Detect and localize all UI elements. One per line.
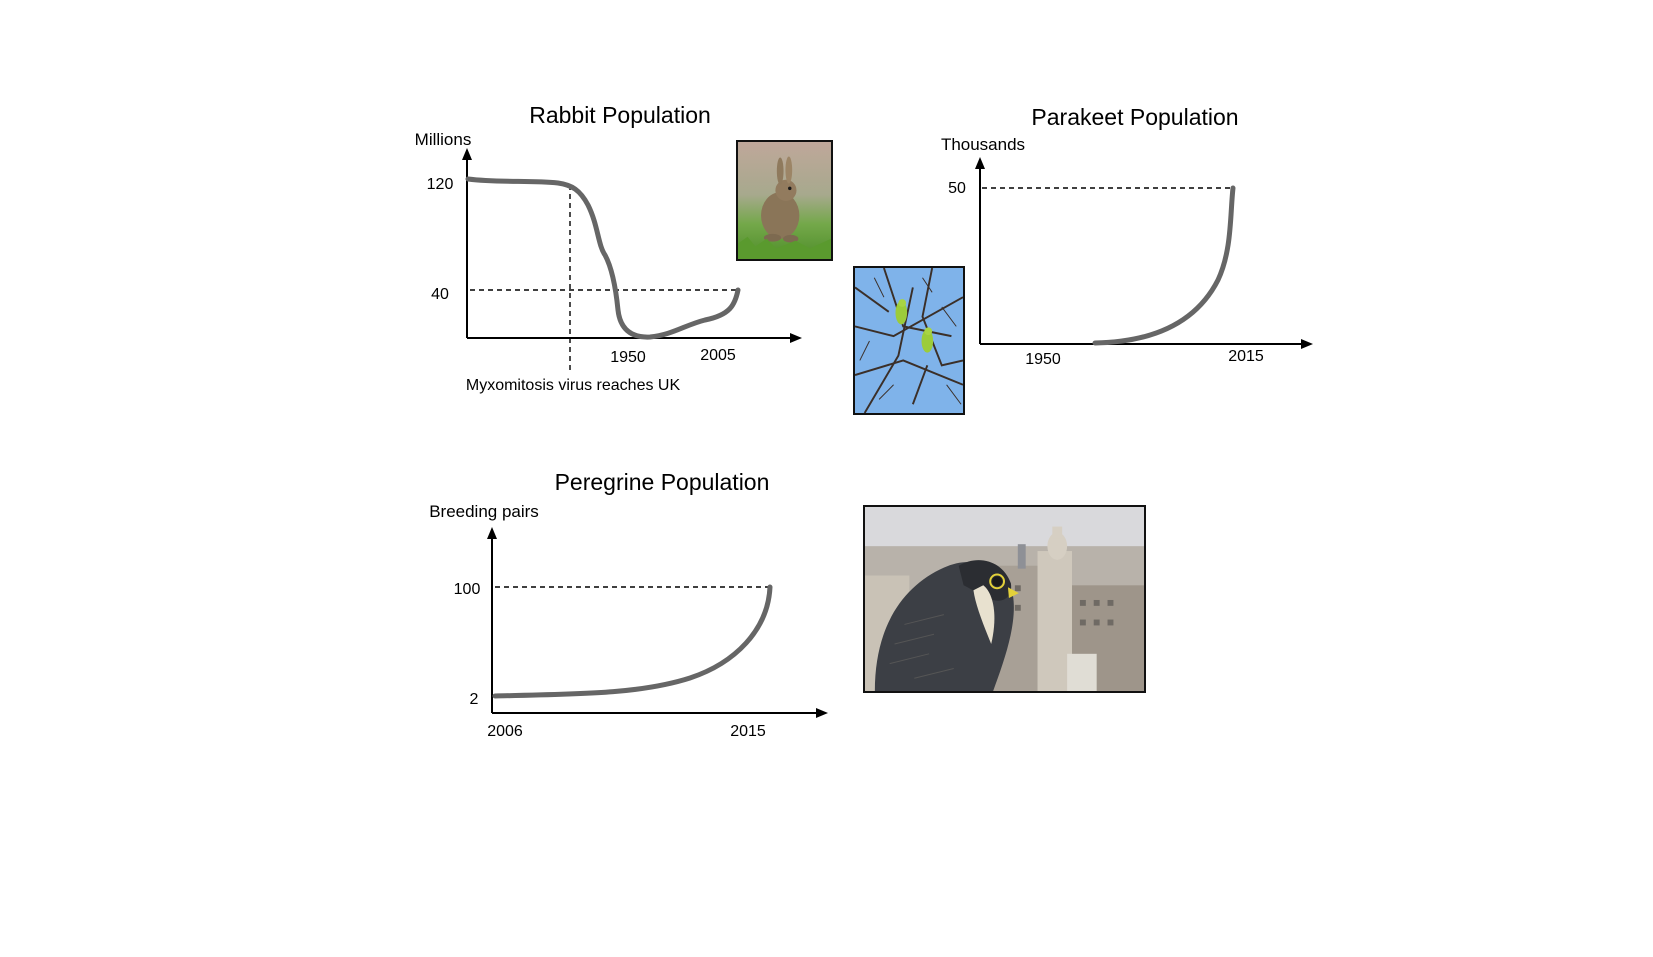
peregrine-y-tick-2: 2 — [470, 691, 479, 708]
rabbit-population-line — [465, 176, 741, 340]
peregrine-x-tick-2015: 2015 — [730, 723, 766, 740]
peregrine-falcon-photo — [863, 505, 1146, 693]
parakeet-y-axis-label: Thousands — [941, 135, 1025, 154]
peregrine-chart-title: Peregrine Population — [555, 469, 770, 495]
parakeet-x-tick-1950: 1950 — [1025, 351, 1061, 368]
parakeet-x-tick-2015: 2015 — [1228, 348, 1264, 365]
rabbit-y-axis-label: Millions — [415, 130, 472, 149]
rabbit-y-tick-40: 40 — [431, 286, 449, 303]
rabbit-x-tick-2005: 2005 — [700, 347, 736, 364]
parakeet-y-tick-50: 50 — [948, 180, 966, 197]
peregrine-y-axis-label: Breeding pairs — [429, 502, 539, 521]
parakeet-x-axis-arrow — [1301, 339, 1313, 349]
rabbit-chart-title: Rabbit Population — [529, 102, 711, 128]
peregrine-x-axis-arrow — [816, 708, 828, 718]
peregrine-y-tick-100: 100 — [454, 581, 481, 598]
parakeet-y-axis-arrow — [975, 157, 985, 169]
peregrine-population-line — [492, 584, 773, 699]
parakeet-chart-title: Parakeet Population — [1031, 104, 1238, 130]
peregrine-y-axis-arrow — [487, 527, 497, 539]
rabbit-annotation: Myxomitosis virus reaches UK — [466, 377, 681, 394]
rabbit-y-tick-120: 120 — [427, 176, 454, 193]
parakeet-population-line — [1092, 185, 1236, 346]
rabbit-photo — [736, 140, 833, 261]
rabbit-y-axis-arrow — [462, 148, 472, 160]
rabbit-x-tick-1950: 1950 — [610, 349, 646, 366]
rabbit-x-axis-arrow — [790, 333, 802, 343]
peregrine-x-tick-2006: 2006 — [487, 723, 523, 740]
parakeets-photo — [853, 266, 965, 415]
